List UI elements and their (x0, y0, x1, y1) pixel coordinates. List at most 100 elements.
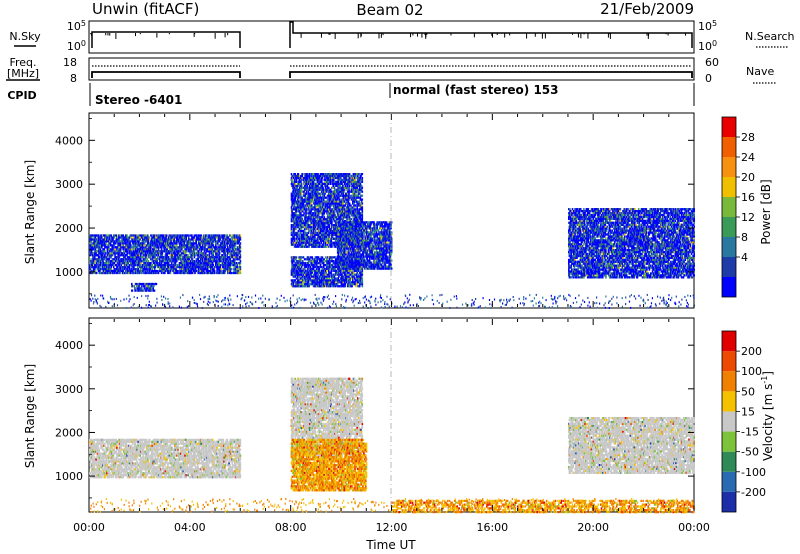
heatmap-cell (324, 216, 326, 218)
heatmap-cell (175, 256, 177, 258)
heatmap-cell (240, 248, 242, 250)
heatmap-cell (229, 250, 231, 252)
heatmap-cell (160, 236, 162, 238)
heatmap-cell (294, 240, 296, 242)
heatmap-cell (301, 173, 303, 175)
heatmap-cell (138, 256, 140, 258)
heatmap-cell (99, 266, 101, 268)
heatmap-cell (100, 238, 102, 240)
heatmap-cell (310, 181, 312, 183)
heatmap-cell (153, 285, 155, 287)
heatmap-cell (226, 258, 228, 260)
heatmap-cell (130, 236, 132, 238)
heatmap-cell (291, 183, 293, 185)
heatmap-cell (140, 258, 142, 260)
heatmap-cell (305, 189, 307, 191)
heatmap-cell (119, 238, 121, 240)
heatmap-cell (152, 238, 154, 240)
heatmap-cell (121, 264, 123, 266)
heatmap-cell (323, 189, 325, 191)
heatmap-cell (295, 244, 297, 246)
heatmap-cell (136, 262, 138, 264)
heatmap-cell (131, 283, 133, 285)
heatmap-cell (209, 262, 211, 264)
heatmap-cell (320, 193, 322, 195)
heatmap-cell (127, 262, 129, 264)
heatmap-cell (196, 270, 198, 272)
heatmap-cell (293, 218, 295, 220)
heatmap-cell (331, 204, 333, 206)
heatmap-cell (168, 244, 170, 246)
nave-label: Nave (746, 65, 774, 78)
heatmap-cell (325, 240, 327, 242)
heatmap-cell (148, 240, 150, 242)
heatmap-cell (307, 240, 309, 242)
heatmap-cell (161, 246, 163, 248)
heatmap-cell (176, 260, 178, 262)
heatmap-cell (196, 248, 198, 250)
heatmap-cell (333, 210, 335, 212)
heatmap-cell (320, 220, 322, 222)
heatmap-cell (208, 264, 210, 266)
heatmap-cell (291, 206, 293, 208)
heatmap-cell (328, 187, 330, 189)
heatmap-cell (305, 195, 307, 197)
heatmap-cell (159, 262, 161, 264)
heatmap-cell (104, 254, 106, 256)
heatmap-cell (161, 262, 163, 264)
heatmap-cell (218, 250, 220, 252)
heatmap-cell (327, 204, 329, 206)
heatmap-cell (175, 262, 177, 264)
heatmap-cell (131, 250, 133, 252)
heatmap-cell (177, 234, 179, 236)
heatmap-cell (321, 191, 323, 193)
heatmap-cell (299, 210, 301, 212)
heatmap-cell (172, 242, 174, 244)
heatmap-cell (179, 268, 181, 270)
heatmap-cell (340, 216, 342, 218)
heatmap-cell (201, 264, 203, 266)
heatmap-cell (154, 268, 156, 270)
heatmap-cell (307, 228, 309, 230)
heatmap-cell (93, 260, 95, 262)
heatmap-cell (110, 266, 112, 268)
heatmap-cell (291, 230, 293, 232)
heatmap-cell (303, 240, 305, 242)
heatmap-cell (226, 260, 228, 262)
heatmap-cell (144, 242, 146, 244)
heatmap-cell (310, 228, 312, 230)
heatmap-cell (226, 244, 228, 246)
heatmap-cell (321, 199, 323, 201)
nsearch-tick-top: 105 (698, 19, 717, 33)
heatmap-cell (95, 266, 97, 268)
heatmap-cell (207, 254, 209, 256)
heatmap-cell (176, 242, 178, 244)
heatmap-cell (198, 246, 200, 248)
heatmap-cell (128, 238, 130, 240)
heatmap-cell (319, 183, 321, 185)
heatmap-cell (331, 197, 333, 199)
heatmap-cell (133, 244, 135, 246)
heatmap-cell (213, 252, 215, 254)
heatmap-cell (192, 258, 194, 260)
heatmap-cell (143, 240, 145, 242)
heatmap-cell (235, 244, 237, 246)
heatmap-cell (100, 262, 102, 264)
heatmap-cell (150, 246, 152, 248)
heatmap-cell (331, 246, 333, 248)
heatmap-cell (327, 244, 329, 246)
heatmap-cell (293, 236, 295, 238)
heatmap-cell (129, 242, 131, 244)
heatmap-cell (322, 232, 324, 234)
heatmap-cell (172, 250, 174, 252)
heatmap-cell (139, 272, 141, 274)
heatmap-cell (336, 222, 338, 224)
heatmap-cell (107, 262, 109, 264)
heatmap-cell (226, 254, 228, 256)
freq-panel: Freq. [MHz] 18 8 60 0 Nave (6, 56, 776, 85)
heatmap-cell (303, 212, 305, 214)
heatmap-cell (161, 272, 163, 274)
heatmap-cell (308, 175, 310, 177)
heatmap-cell (216, 260, 218, 262)
heatmap-cell (94, 268, 96, 270)
